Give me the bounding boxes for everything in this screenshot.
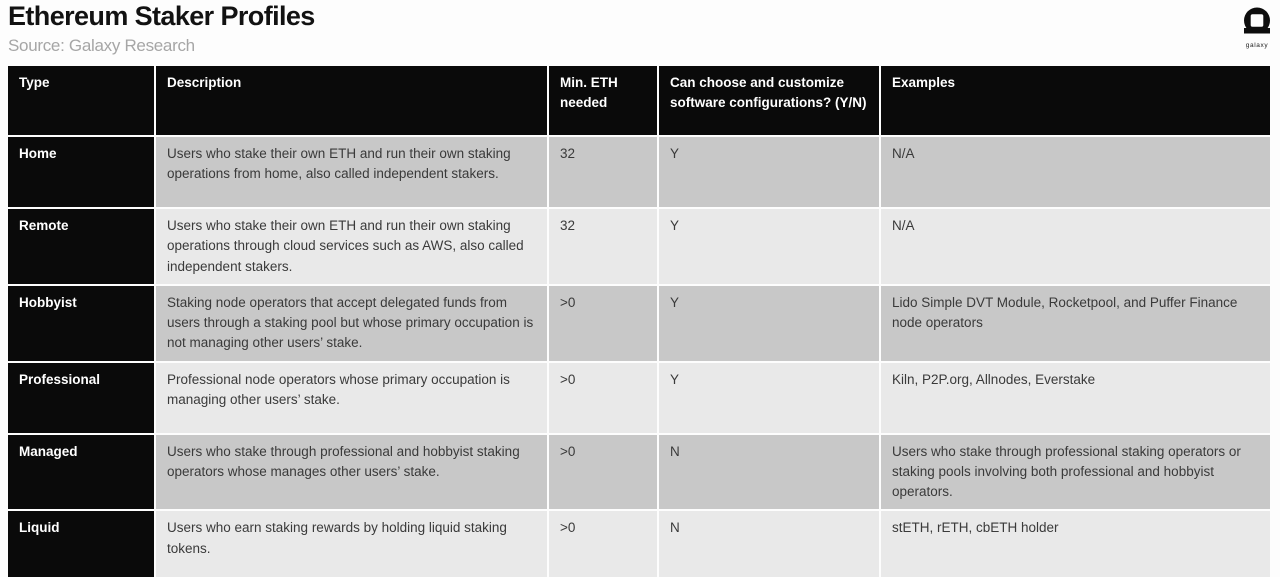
description-cell: Users who stake through professional and… xyxy=(156,434,547,510)
column-header-examples: Examples xyxy=(881,66,1270,135)
min-eth-cell: >0 xyxy=(549,511,657,577)
column-header-type: Type xyxy=(8,66,154,135)
page-title: Ethereum Staker Profiles xyxy=(8,1,315,31)
examples-cell: Kiln, P2P.org, Allnodes, Everstake xyxy=(881,362,1270,433)
header-row: Type Description Min. ETH needed Can cho… xyxy=(8,66,1270,135)
customize-cell: Y xyxy=(659,362,879,433)
description-cell: Professional node operators whose primar… xyxy=(156,362,547,433)
staker-profiles-table: Type Description Min. ETH needed Can cho… xyxy=(6,64,1272,577)
description-cell: Staking node operators that accept deleg… xyxy=(156,285,547,361)
table-row: Professional Professional node operators… xyxy=(8,362,1270,433)
galaxy-logo-icon xyxy=(1244,7,1270,34)
column-header-configurations: Can choose and customize software config… xyxy=(659,66,879,135)
min-eth-cell: >0 xyxy=(549,285,657,361)
customize-cell: Y xyxy=(659,209,879,284)
type-cell: Liquid xyxy=(8,511,154,577)
column-header-min-eth: Min. ETH needed xyxy=(549,66,657,135)
description-cell: Users who stake their own ETH and run th… xyxy=(156,209,547,284)
type-cell: Managed xyxy=(8,434,154,510)
examples-cell: N/A xyxy=(881,209,1270,284)
description-cell: Users who stake their own ETH and run th… xyxy=(156,137,547,207)
type-cell: Home xyxy=(8,137,154,207)
customize-cell: N xyxy=(659,511,879,577)
type-cell: Remote xyxy=(8,209,154,284)
galaxy-logo: galaxy xyxy=(1239,7,1275,49)
table-row: Remote Users who stake their own ETH and… xyxy=(8,209,1270,284)
table-row: Hobbyist Staking node operators that acc… xyxy=(8,285,1270,361)
type-cell: Professional xyxy=(8,362,154,433)
source-label: Source: Galaxy Research xyxy=(8,36,195,55)
table-row: Managed Users who stake through professi… xyxy=(8,434,1270,510)
column-header-description: Description xyxy=(156,66,547,135)
min-eth-cell: >0 xyxy=(549,362,657,433)
table-row: Liquid Users who earn staking rewards by… xyxy=(8,511,1270,577)
customize-cell: Y xyxy=(659,137,879,207)
table-row: Home Users who stake their own ETH and r… xyxy=(8,137,1270,207)
min-eth-cell: 32 xyxy=(549,137,657,207)
examples-cell: Users who stake through professional sta… xyxy=(881,434,1270,510)
min-eth-cell: >0 xyxy=(549,434,657,510)
min-eth-cell: 32 xyxy=(549,209,657,284)
customize-cell: N xyxy=(659,434,879,510)
type-cell: Hobbyist xyxy=(8,285,154,361)
description-cell: Users who earn staking rewards by holdin… xyxy=(156,511,547,577)
examples-cell: Lido Simple DVT Module, Rocketpool, and … xyxy=(881,285,1270,361)
galaxy-logo-label: galaxy xyxy=(1245,42,1269,49)
customize-cell: Y xyxy=(659,285,879,361)
examples-cell: stETH, rETH, cbETH holder xyxy=(881,511,1270,577)
examples-cell: N/A xyxy=(881,137,1270,207)
